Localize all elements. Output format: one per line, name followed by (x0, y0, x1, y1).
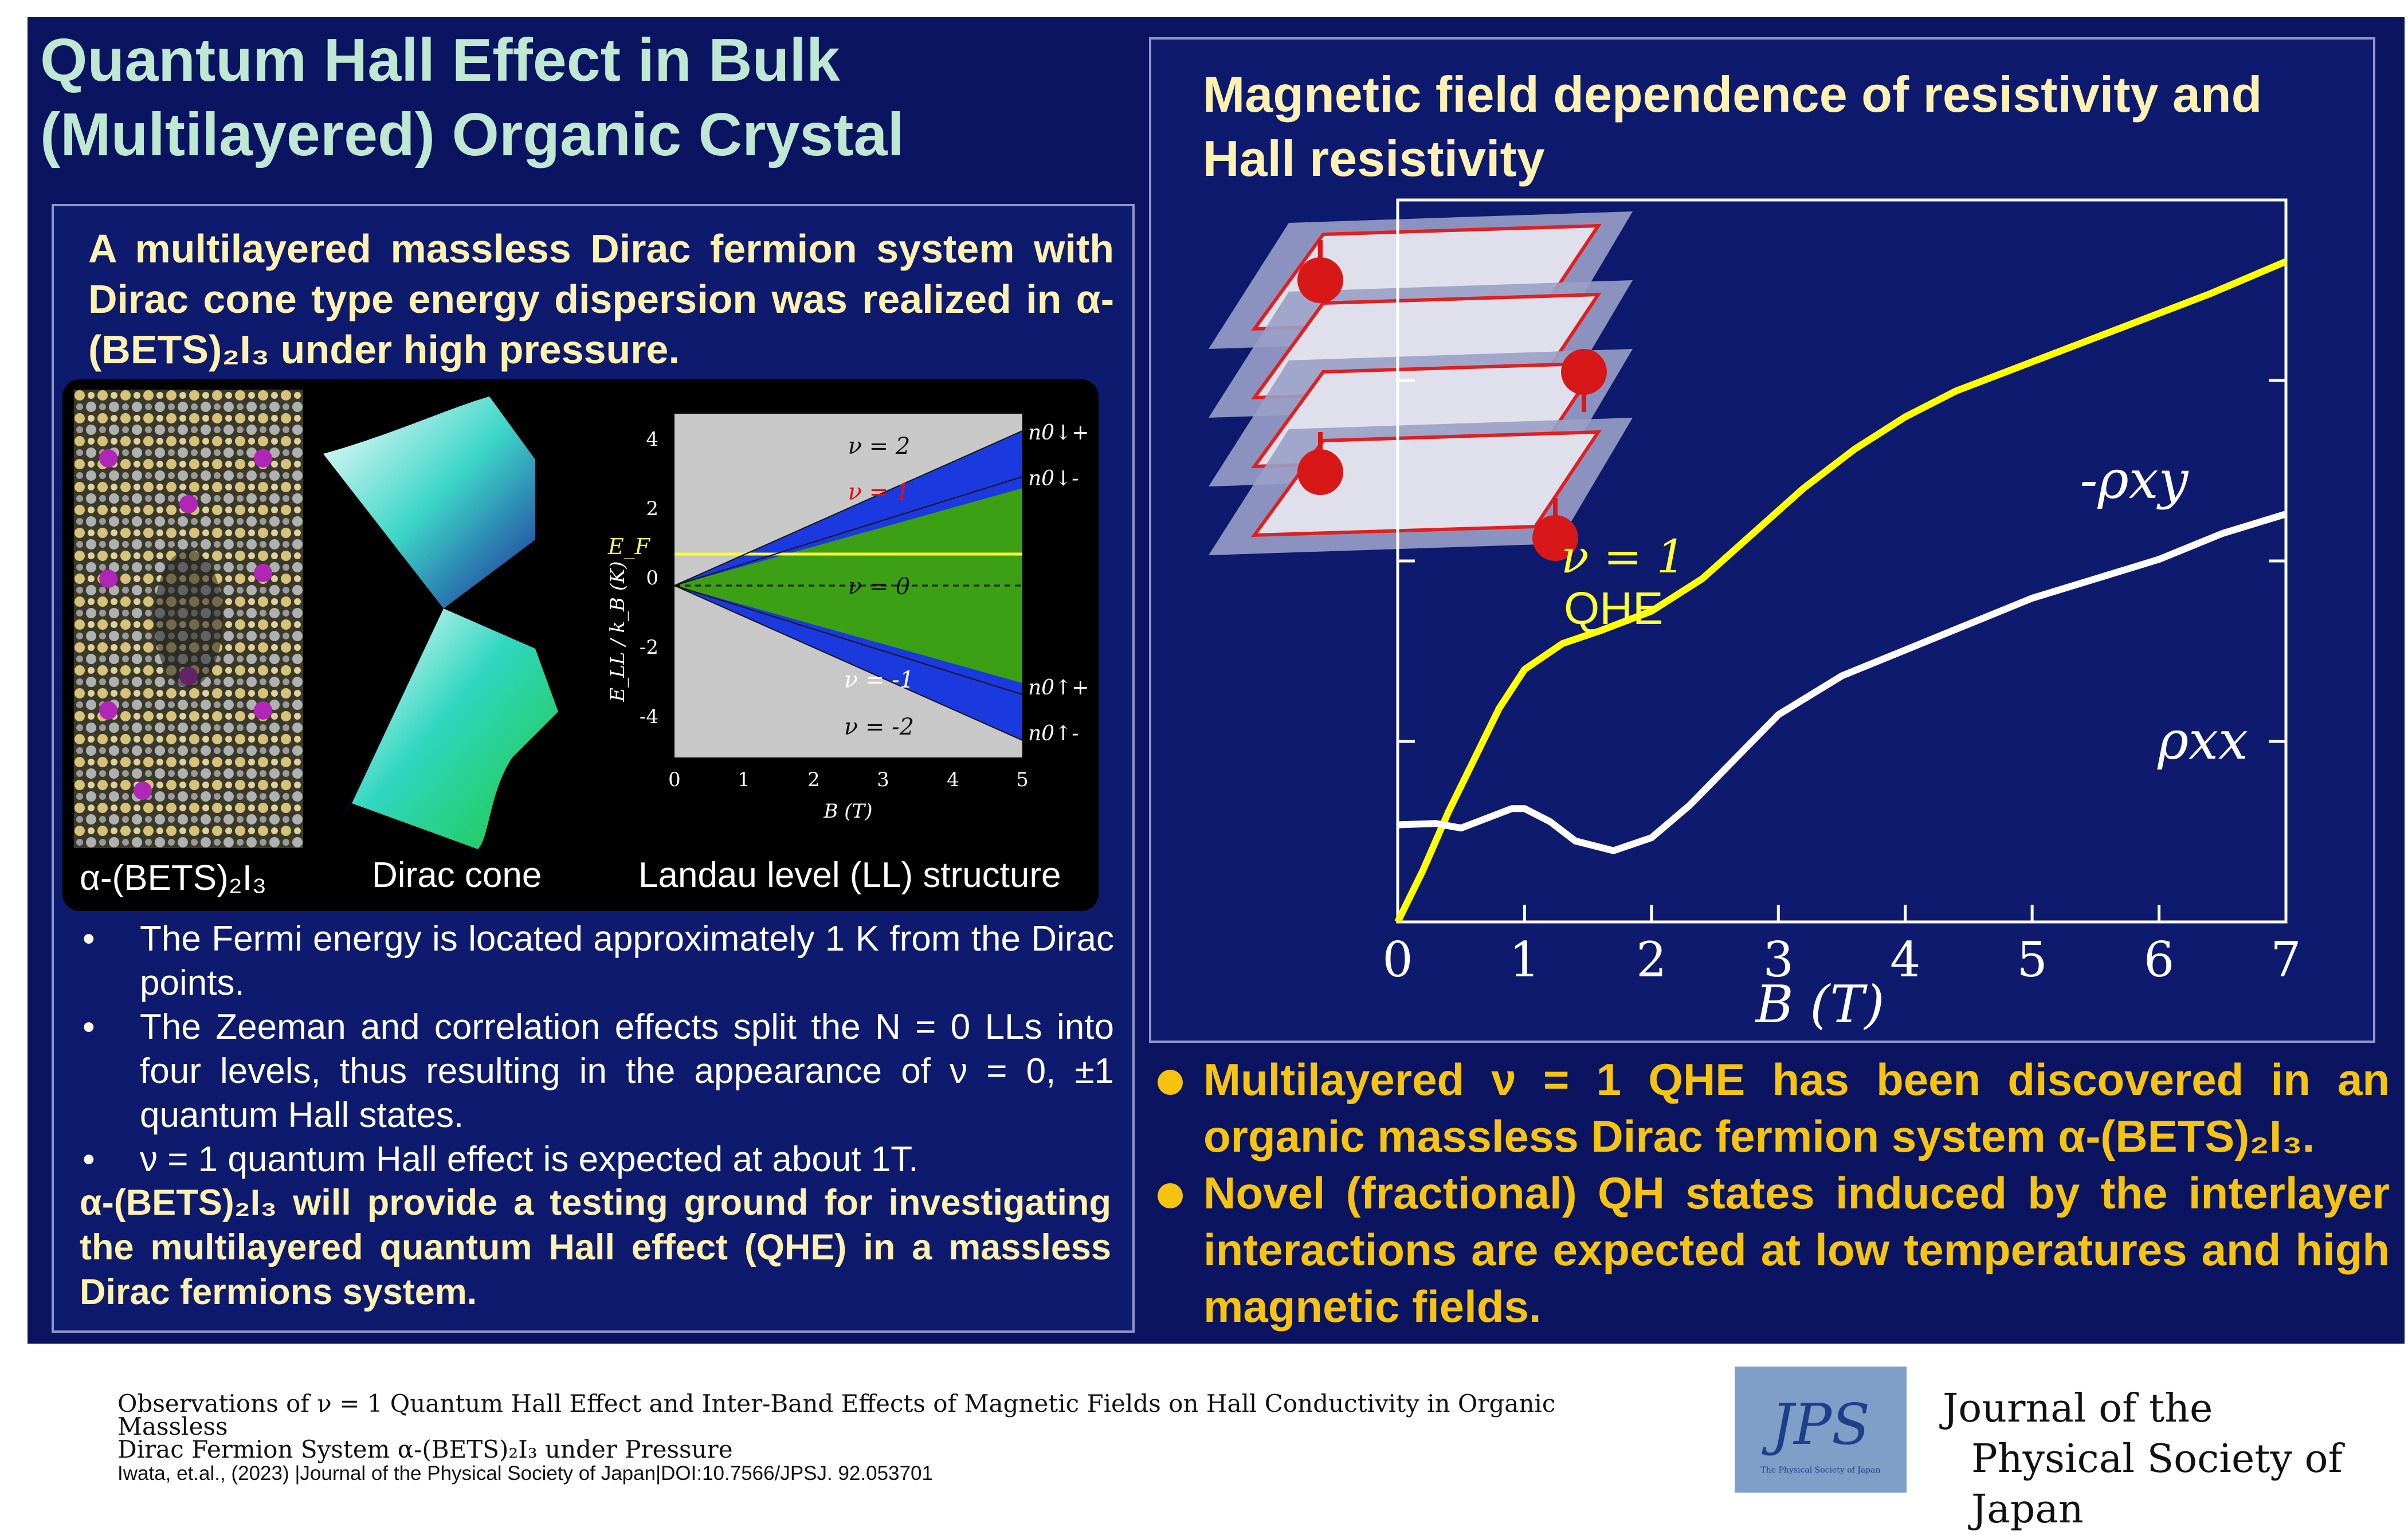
dirac-cone-image (323, 396, 558, 849)
bullet-item: • The Zeeman and correlation effects spli… (77, 1005, 1114, 1137)
left-panel: A multilayered massless Dirac fermion sy… (52, 204, 1135, 1333)
ll-xtick-3: 3 (877, 768, 889, 791)
chart-title: Magnetic field dependence of resistivity… (1203, 66, 2262, 187)
chart-xlabel: B (T) (1755, 975, 1885, 1035)
finding-text: Novel (fractional) QH states induced by … (1203, 1168, 2390, 1332)
x-tick-label: 2 (1636, 932, 1666, 988)
bullet-text: The Zeeman and correlation effects split… (140, 1007, 1114, 1135)
ll-ylabel: E_LL / k_B (K) (606, 561, 629, 702)
series-label-rho-xy: -ρxy (2080, 449, 2189, 511)
finding-item: Novel (fractional) QH states induced by … (1152, 1165, 2390, 1335)
conclusion-text: α-(BETS)₂I₃ will provide a testing groun… (80, 1183, 1111, 1312)
nu-2-label: ν = 2 (848, 433, 911, 460)
ll-ytick-m4: -4 (640, 705, 658, 728)
chart-axes (1396, 198, 2288, 924)
bullet-dot: • (83, 1007, 95, 1047)
ll-ytick-m2: -2 (640, 636, 658, 659)
title-line-1: Quantum Hall Effect in Bulk (40, 26, 840, 94)
paper-title-line-2: Dirac Fermion System α-(BETS)₂I₃ under P… (117, 1435, 733, 1463)
ll-xtick-5: 5 (1016, 768, 1029, 791)
intro-text: A multilayered massless Dirac fermion sy… (88, 226, 1114, 372)
chart-xticks: 0 1 2 3 4 5 6 7 (1382, 932, 2301, 988)
bullet-dot: • (83, 919, 95, 959)
nu-0-label: ν = 0 (848, 574, 911, 600)
ll-ytick-0: 0 (646, 567, 658, 590)
nu-1-label: ν = 1 (848, 479, 911, 505)
series-line-rho-xy (1394, 258, 2288, 924)
landau-level-plot: 4 2 0 -2 -4 E_LL / k_B (K) E_F ν = 2 ν =… (606, 414, 1089, 823)
ef-label: E_F (607, 534, 651, 560)
ll-xtick-2: 2 (807, 768, 820, 791)
x-tick-label: 5 (2017, 932, 2047, 988)
x-tick-label: 1 (1509, 932, 1540, 988)
level-label-n0-down-minus: n0↓- (1028, 467, 1078, 490)
bullet-item: • The Fermi energy is located approximate… (77, 917, 1114, 1005)
x-tick-label: 7 (2270, 932, 2301, 988)
crystal-structure-image (74, 390, 303, 848)
bullet-dot: • (83, 1140, 95, 1179)
x-tick-label: 4 (1890, 932, 1920, 988)
ll-ytick-4: 4 (646, 428, 658, 451)
ll-xlabel: B (T) (823, 800, 873, 823)
title-line-2: (Multilayered) Organic Crystal (40, 101, 904, 168)
qhe-nu-label: ν = 1 (1561, 530, 1685, 583)
crystal-label: α-(BETS)₂I₃ (80, 858, 267, 898)
bullet-text: ν = 1 quantum Hall effect is expected at… (140, 1140, 919, 1179)
ll-xtick-1: 1 (738, 768, 750, 791)
finding-dot (1158, 1070, 1183, 1095)
right-panel: Magnetic field dependence of resistivity… (1149, 37, 2375, 1043)
chart-series (1394, 258, 2288, 924)
jps-logo-small: The Physical Society of Japan (1760, 1466, 1880, 1475)
figure-panel: 4 2 0 -2 -4 E_LL / k_B (K) E_F ν = 2 ν =… (62, 379, 1099, 911)
journal-name-line-1: Journal of the (1943, 1386, 2213, 1431)
x-tick-label: 6 (2144, 932, 2174, 988)
qhe-label: QHE (1564, 583, 1663, 634)
level-label-n0-down-plus: n0↓+ (1028, 421, 1089, 445)
finding-text: Multilayered ν = 1 QHE has been discover… (1203, 1054, 2390, 1161)
findings-list: Multilayered ν = 1 QHE has been discover… (1152, 1051, 2390, 1335)
jps-logo: JPS The Physical Society of Japan (1735, 1367, 1907, 1493)
ll-label: Landau level (LL) structure (638, 855, 1061, 895)
poster-title: Quantum Hall Effect in Bulk (Multilayere… (40, 23, 904, 172)
jps-logo-text: JPS (1762, 1392, 1870, 1458)
paper-title-line-1: Observations of ν = 1 Quantum Hall Effec… (117, 1389, 1556, 1440)
x-tick-label: 0 (1382, 932, 1413, 988)
journal-name: Journal of the Physical Society of Japan (1943, 1384, 2408, 1535)
bullet-text: The Fermi energy is located approximatel… (140, 919, 1114, 1003)
multilayer-illustration (1209, 211, 1633, 561)
footer: Observations of ν = 1 Quantum Hall Effec… (117, 1392, 1665, 1486)
nu-m2-label: ν = -2 (844, 714, 914, 740)
citation: Iwata, et.al., (2023) |Journal of the Ph… (117, 1462, 933, 1485)
series-line-rho-xx (1397, 511, 2287, 854)
bullet-item: • ν = 1 quantum Hall effect is expected a… (77, 1137, 1114, 1181)
journal-name-line-2: Physical Society of Japan (1971, 1436, 2343, 1532)
ll-ytick-2: 2 (646, 497, 658, 520)
level-label-n0-up-minus: n0↑- (1028, 722, 1078, 745)
finding-dot (1158, 1183, 1183, 1208)
x-tick-label: 3 (1763, 932, 1794, 988)
bullet-list: • The Fermi energy is located approximate… (77, 917, 1114, 1181)
finding-item: Multilayered ν = 1 QHE has been discover… (1152, 1051, 2390, 1165)
resistivity-chart: 0 1 2 3 4 5 6 7 B (T) -ρxy ρxx ν = 1 QHE (1382, 198, 2301, 1035)
cone-label: Dirac cone (372, 855, 542, 895)
ll-xtick-4: 4 (947, 768, 959, 791)
ll-xtick-0: 0 (668, 768, 681, 791)
level-label-n0-up-plus: n0↑+ (1028, 676, 1089, 700)
series-label-rho-xx: ρxx (2157, 710, 2248, 771)
nu-m1-label: ν = -1 (844, 667, 914, 693)
